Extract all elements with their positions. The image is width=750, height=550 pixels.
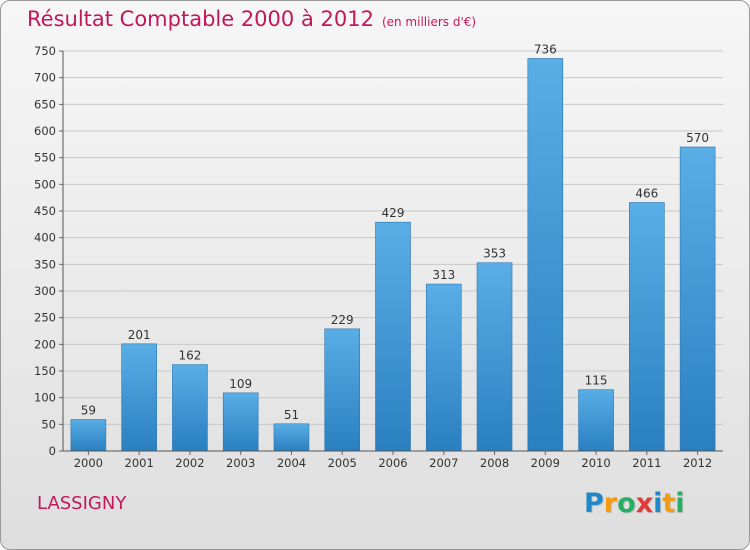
x-tick-label: 2002: [175, 456, 204, 470]
bar-value-label: 570: [686, 131, 709, 145]
bar: [273, 423, 310, 452]
y-tick-label: 50: [41, 417, 56, 431]
y-tick-label: 650: [34, 97, 56, 111]
x-axis: 2000 2001 2002 2003 2004 2005 2006 2007 2008 2009…: [63, 450, 723, 470]
y-tick-label: 200: [34, 337, 56, 351]
bar: [324, 328, 361, 452]
logo-letter: P: [584, 488, 604, 519]
logo-letter: r: [603, 488, 618, 519]
x-tick-label: 2012: [683, 456, 712, 470]
y-tick-label: 0: [49, 444, 56, 458]
y-tick-label: 500: [34, 177, 56, 191]
bar-value-label: 229: [331, 313, 354, 327]
place-name: LASSIGNY: [37, 493, 127, 514]
bar-value-label: 115: [585, 374, 608, 388]
y-tick-label: 550: [34, 151, 56, 165]
bar: [527, 58, 564, 452]
x-tick-label: 2011: [632, 456, 661, 470]
proxiti-logo: Proxiti: [584, 488, 685, 519]
x-tick-label: 2005: [328, 456, 357, 470]
y-tick-label: 700: [34, 71, 56, 85]
y-tick-label: 450: [34, 204, 56, 218]
bar-value-label: 736: [534, 42, 557, 56]
bar: [70, 419, 107, 452]
bar: [121, 343, 157, 452]
chart-title: Résultat Comptable 2000 à 2012 (en millie…: [27, 7, 476, 31]
x-tick-label: 2003: [226, 456, 255, 470]
bar: [476, 262, 513, 452]
bar-value-label: 313: [432, 268, 455, 282]
logo-letter: t: [662, 488, 676, 519]
logo-letter: o: [617, 488, 636, 519]
chart-title-text: Résultat Comptable 2000 à 2012: [27, 7, 374, 31]
y-tick-label: 350: [34, 257, 56, 271]
y-axis: 0 50 100 150 200 250 300 350 400 450 500 550 600 650 7…: [34, 44, 64, 458]
bar-value-label: 429: [382, 206, 405, 220]
y-tick-label: 250: [34, 311, 56, 325]
y-tick-label: 750: [34, 44, 56, 58]
y-tick-label: 600: [34, 124, 56, 138]
bars: 59 201 162 109 51 229 429 313 353 736 115 466 570: [70, 42, 716, 452]
chart-subtitle: (en milliers d'€): [381, 15, 477, 29]
bar-value-label: 109: [229, 377, 252, 391]
bar-value-label: 162: [178, 349, 201, 363]
bar-value-label: 466: [635, 186, 658, 200]
bar: [578, 389, 614, 452]
logo-letter: x: [635, 488, 654, 519]
logo-letter: i: [653, 488, 663, 519]
bar: [629, 202, 665, 452]
logo-letter: i: [675, 488, 685, 519]
bar-value-label: 201: [128, 328, 151, 342]
y-tick-label: 100: [34, 391, 56, 405]
bar-value-label: 51: [284, 408, 299, 422]
bar: [375, 221, 411, 452]
x-tick-label: 2010: [581, 456, 610, 470]
y-tick-label: 400: [34, 231, 56, 245]
bar: [425, 283, 462, 452]
x-tick-label: 2006: [378, 456, 407, 470]
x-tick-label: 2000: [74, 456, 103, 470]
bar: [222, 392, 259, 452]
bar-value-label: 59: [81, 404, 96, 418]
bar: [679, 146, 716, 452]
bar-value-label: 353: [483, 247, 506, 261]
bar: [172, 364, 208, 452]
y-tick-label: 300: [34, 284, 56, 298]
x-tick-label: 2007: [429, 456, 458, 470]
x-tick-label: 2009: [531, 456, 560, 470]
y-tick-label: 150: [34, 364, 56, 378]
x-tick-label: 2001: [125, 456, 154, 470]
x-tick-label: 2008: [480, 456, 509, 470]
x-tick-label: 2004: [277, 456, 306, 470]
